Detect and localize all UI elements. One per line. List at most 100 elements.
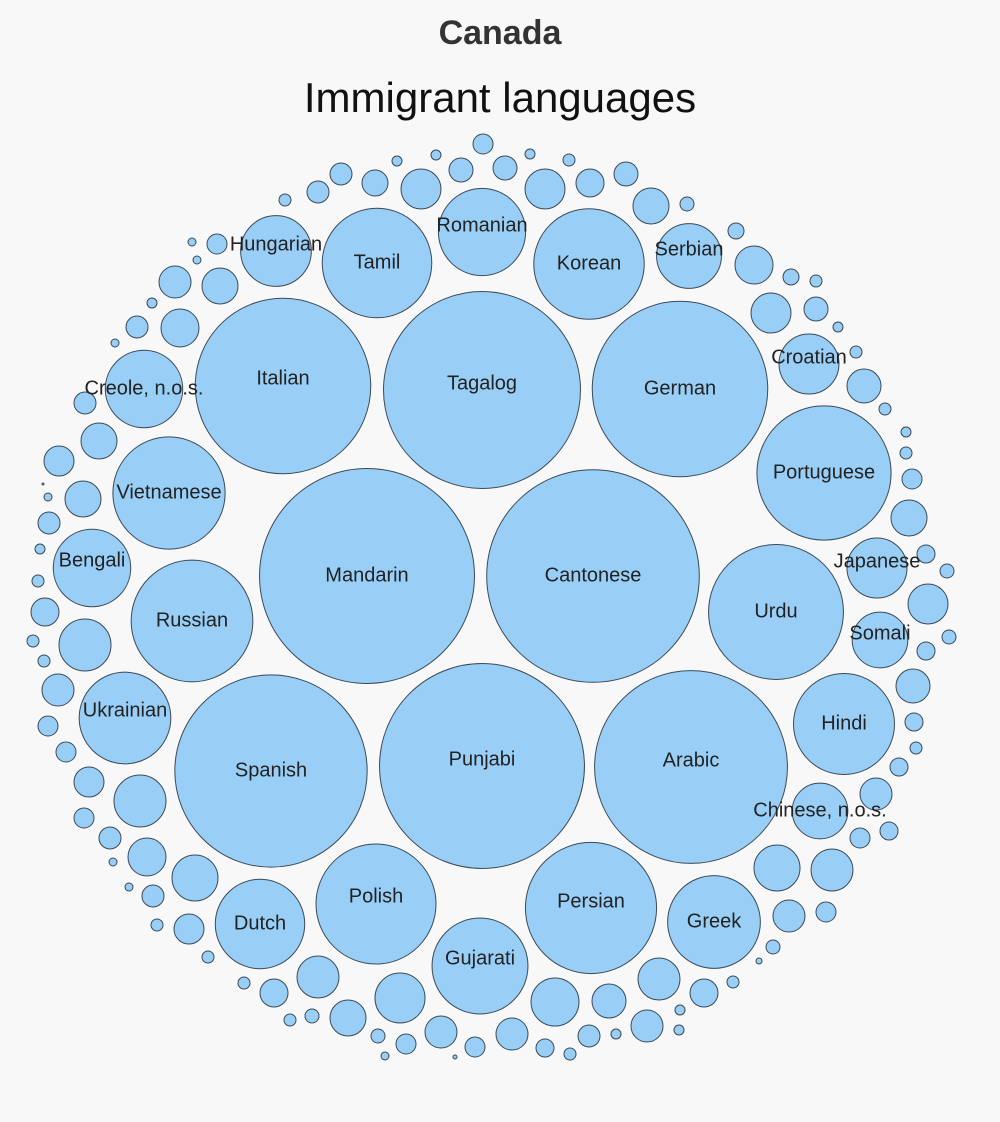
bubble-small-51 — [907, 583, 949, 625]
bubble-label: Japanese — [834, 550, 921, 572]
bubble-label: Arabic — [663, 749, 720, 771]
chart-title: Immigrant languages — [303, 74, 697, 121]
bubble-small-62 — [909, 741, 923, 755]
bubble-small-92 — [530, 977, 580, 1027]
bubble-small-25 — [201, 267, 239, 305]
bubble-small-64 — [73, 766, 105, 798]
bubble-small-4 — [492, 155, 518, 181]
bubble-small-54 — [941, 629, 957, 645]
bubble-small-49 — [31, 574, 45, 588]
bubble-small-66 — [859, 777, 893, 811]
bubble-small-10 — [524, 168, 566, 210]
bubble-creole-n-o-s- — [104, 349, 184, 429]
bubble-small-15 — [679, 196, 695, 212]
bubble-small-21 — [734, 245, 774, 285]
bubble-small-3 — [448, 157, 474, 183]
bubble-portuguese — [756, 405, 892, 541]
bubble-small-34 — [846, 368, 882, 404]
bubble-label: Croatian — [771, 346, 847, 368]
bubble-ukrainian — [78, 671, 172, 765]
bubble-label: Polish — [349, 885, 403, 907]
bubble-label: Chinese, n.o.s. — [753, 799, 886, 821]
bubble-label: Romanian — [436, 214, 527, 236]
bubble-small-96 — [329, 999, 367, 1037]
bubble-somali — [851, 611, 909, 669]
bubble-persian — [524, 841, 658, 975]
bubble-label: German — [644, 377, 716, 399]
bubble-small-6 — [562, 153, 576, 167]
bubble-small-8 — [361, 169, 389, 197]
bubble-small-72 — [108, 857, 118, 867]
bubble-label: Punjabi — [449, 748, 516, 770]
bubble-small-1 — [391, 155, 403, 167]
bubble-small-20 — [192, 255, 202, 265]
bubble-small-67 — [73, 807, 95, 829]
bubble-label: Gujarati — [445, 947, 515, 969]
bubble-small-84 — [755, 957, 763, 965]
bubble-label: Vietnamese — [116, 481, 221, 503]
bubble-small-106 — [610, 1028, 622, 1040]
bubble-small-9 — [400, 168, 442, 210]
bubble-small-87 — [237, 976, 251, 990]
bubble-small-71 — [127, 837, 167, 877]
bubble-small-14 — [632, 187, 670, 225]
bubble-label: Cantonese — [545, 564, 642, 586]
bubble-small-99 — [630, 1009, 664, 1043]
bubble-small-101 — [370, 1028, 386, 1044]
bubble-label: Creole, n.o.s. — [85, 377, 204, 399]
bubble-small-109 — [452, 1054, 458, 1060]
bubble-italian — [194, 297, 372, 475]
bubble-small-33 — [849, 345, 863, 359]
bubble-small-104 — [464, 1036, 486, 1058]
bubble-spanish — [174, 674, 368, 868]
country-heading: Canada — [438, 14, 562, 52]
bubble-small-55 — [916, 641, 936, 661]
bubble-small-61 — [55, 741, 77, 763]
bubble-small-69 — [849, 827, 871, 849]
bubble-small-93 — [591, 983, 627, 1019]
bubble-small-19 — [206, 233, 228, 255]
bubble-small-79 — [815, 901, 837, 923]
bubble-small-17 — [727, 222, 745, 240]
bubble-small-7 — [329, 162, 353, 186]
bubble-german — [591, 300, 769, 478]
bubble-arabic — [594, 670, 788, 864]
bubble-small-91 — [374, 972, 426, 1024]
bubble-small-11 — [575, 168, 605, 198]
bubble-label: Portuguese — [773, 461, 875, 483]
bubble-label: Hindi — [821, 712, 867, 734]
bubble-label: Korean — [557, 252, 622, 274]
bubble-small-103 — [395, 1033, 417, 1055]
bubble-croatian — [778, 333, 840, 395]
bubble-small-39 — [899, 446, 913, 460]
bubble-small-94 — [283, 1013, 297, 1027]
bubble-tamil — [321, 207, 433, 319]
bubble-romanian — [437, 187, 527, 277]
bubble-dutch — [214, 878, 306, 970]
bubble-small-65 — [113, 774, 167, 828]
bubble-label: Hungarian — [230, 233, 322, 255]
bubble-label: Ukrainian — [83, 699, 167, 721]
bubble-small-13 — [306, 180, 330, 204]
bubble-small-73 — [753, 844, 801, 892]
bubble-small-47 — [916, 544, 936, 564]
bubble-small-70 — [879, 821, 899, 841]
bubble-gujarati — [431, 917, 529, 1015]
bubble-label: Serbian — [655, 238, 724, 260]
bubble-small-32 — [110, 338, 120, 348]
bubble-chinese-n-o-s- — [791, 782, 849, 840]
bubble-korean — [533, 208, 645, 320]
bubble-small-74 — [810, 848, 854, 892]
bubble-small-23 — [809, 274, 823, 288]
bubble-small-56 — [37, 654, 51, 668]
bubble-small-82 — [765, 939, 781, 955]
bubble-small-63 — [889, 757, 909, 777]
bubble-label: Greek — [687, 910, 742, 932]
bubble-small-35 — [73, 391, 97, 415]
bubble-small-29 — [160, 308, 200, 348]
bubble-label: Urdu — [754, 600, 797, 622]
bubble-small-27 — [803, 296, 829, 322]
bubble-label: Mandarin — [325, 564, 408, 586]
bubble-punjabi — [379, 663, 585, 869]
bubble-hungarian — [240, 215, 312, 287]
